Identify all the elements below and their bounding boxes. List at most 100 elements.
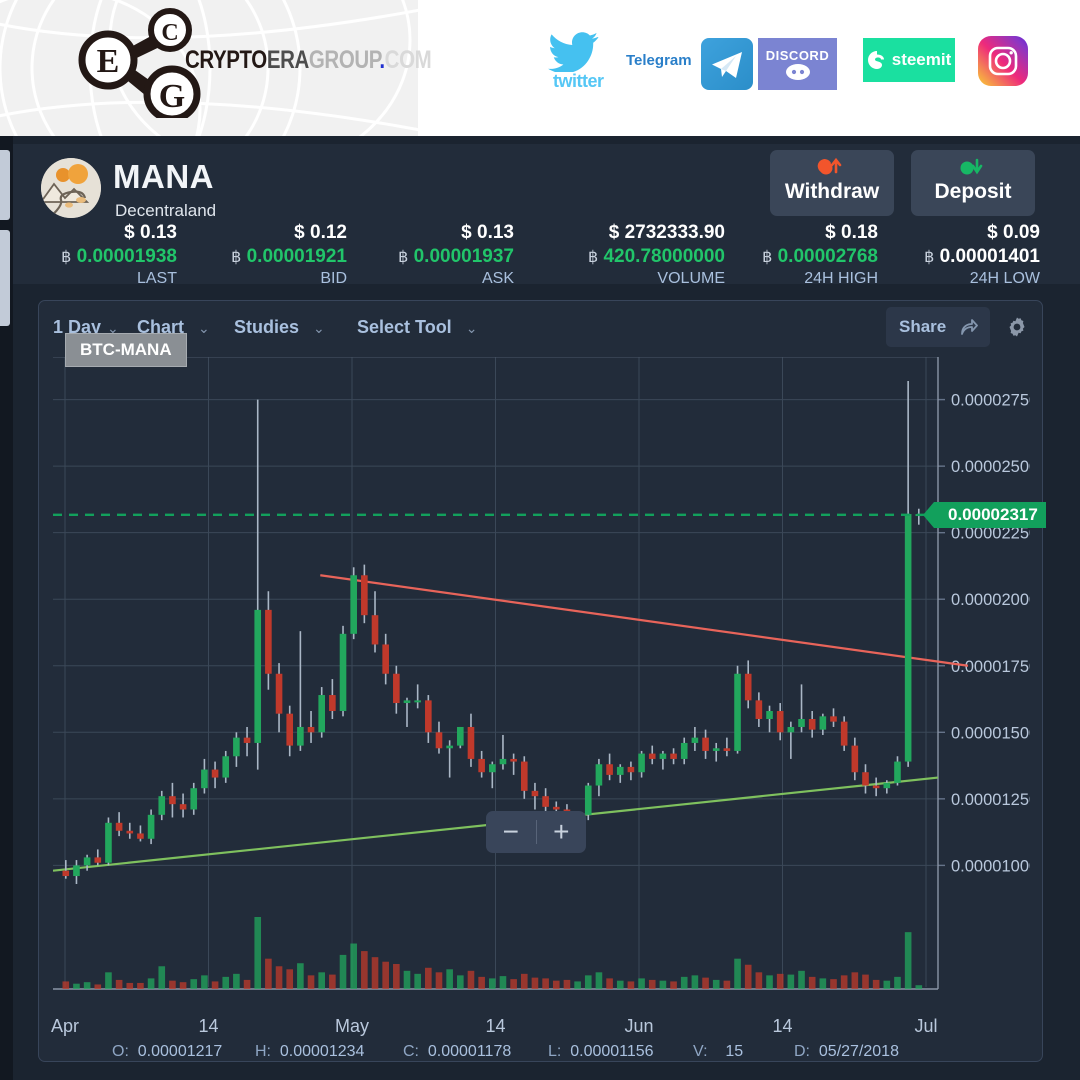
x-axis-tick: May: [334, 1016, 370, 1036]
steemit-glyph-icon: [867, 51, 884, 69]
settings-gear-button[interactable]: [1006, 316, 1028, 338]
zoom-divider: [535, 820, 537, 844]
price-chart[interactable]: 0.00002750 0.00002500 0.00002250 0.00002000…: [53, 357, 1030, 1012]
stat-usd-value: $ 2732333.90: [608, 222, 725, 243]
exchange-app: MANA Decentraland Withdraw Deposit: [0, 136, 1080, 1080]
discord-icon: DISCORD: [758, 38, 837, 90]
rail-toggle-top[interactable]: [0, 150, 10, 220]
share-label: Share: [899, 317, 947, 336]
stat-last: $ 0.13 ฿ 0.00001938 LAST: [13, 222, 177, 288]
chevron-down-icon: ⌄: [465, 320, 478, 336]
stat-btc-value: ฿ 0.00001937: [398, 246, 514, 267]
x-axis-tick: 14: [198, 1016, 219, 1036]
share-button[interactable]: Share: [886, 307, 990, 347]
stat-volume: $ 2732333.90 ฿ 420.78000000 VOLUME: [510, 222, 725, 288]
pair-header: MANA Decentraland Withdraw Deposit: [13, 144, 1080, 287]
chart-toolbar: 1 Day ⌄ Chart ⌄ Studies ⌄ Select Tool ⌄ Shar…: [39, 301, 1042, 357]
stat-label: LAST: [136, 270, 177, 287]
studies-dropdown[interactable]: Studies ⌄: [234, 317, 325, 337]
share-icon: [961, 319, 978, 335]
stat-bid: $ 0.12 ฿ 0.00001921 BID: [183, 222, 347, 288]
btc-symbol-icon: ฿: [231, 249, 242, 266]
svg-text:C: C: [161, 20, 178, 46]
withdraw-button[interactable]: Withdraw: [770, 150, 894, 216]
logo-word-com: COM: [384, 46, 432, 74]
stat-btc-value: ฿ 0.00002768: [762, 246, 878, 267]
stat-btc-value: ฿ 0.00001401: [924, 246, 1040, 267]
stat-24h-high: $ 0.18 ฿ 0.00002768 24H HIGH: [727, 222, 878, 288]
btc-symbol-icon: ฿: [588, 249, 599, 266]
steemit-icon: steemit: [863, 38, 955, 82]
rail-toggle-bottom[interactable]: [0, 230, 10, 326]
svg-text:0.00002750: 0.00002750: [951, 392, 1030, 410]
svg-text:0.00001500: 0.00001500: [951, 724, 1030, 742]
chevron-down-icon: ⌄: [107, 320, 119, 336]
svg-text:G: G: [159, 78, 185, 115]
ohlc-close: C: 0.00001178: [403, 1043, 512, 1060]
btc-symbol-icon: ฿: [762, 249, 773, 266]
stat-usd-value: $ 0.09: [987, 222, 1040, 243]
chart-panel: 1 Day ⌄ Chart ⌄ Studies ⌄ Select Tool ⌄ Shar…: [38, 300, 1046, 1062]
logo-word-era: ERA: [266, 46, 309, 74]
x-axis-tick: Jul: [914, 1016, 938, 1036]
telegram-icon: [701, 38, 753, 90]
select-tool-dropdown[interactable]: Select Tool ⌄: [357, 317, 478, 337]
mana-coin-icon: [41, 158, 101, 218]
logo-wordmark: CRYPTOERAGROUP.COM: [185, 46, 432, 75]
discord-label: DISCORD: [765, 47, 830, 63]
stat-usd-value: $ 0.13: [124, 222, 177, 243]
x-axis-tick: Jun: [624, 1016, 654, 1036]
chevron-down-icon: ⌄: [313, 320, 325, 336]
logo-word-crypto: CRYPTO: [185, 46, 267, 74]
stat-usd-value: $ 0.12: [294, 222, 347, 243]
btc-symbol-icon: ฿: [398, 249, 409, 266]
withdraw-icon: [770, 156, 894, 180]
svg-text:E: E: [97, 43, 120, 80]
banner-globe-graphic: [0, 0, 418, 136]
x-axis-labels: Apr 14 May 14 Jun 14 Jul: [50, 1016, 1030, 1042]
gear-icon: [1009, 317, 1025, 337]
stat-ask: $ 0.13 ฿ 0.00001937 ASK: [350, 222, 514, 288]
telegram-label: Telegram: [626, 52, 692, 69]
ohlc-low: L: 0.00001156: [548, 1043, 654, 1060]
chevron-down-icon: ⌄: [198, 320, 210, 336]
chart-symbol-badge: BTC-MANA: [65, 333, 187, 367]
chart-zoom-controls: − +: [486, 811, 586, 853]
left-rail: [0, 136, 13, 1080]
zoom-out-button[interactable]: −: [502, 816, 519, 847]
zoom-in-button[interactable]: +: [553, 816, 570, 847]
svg-text:0.00002250: 0.00002250: [951, 525, 1030, 543]
ohlc-open: O: 0.00001217: [112, 1043, 223, 1060]
chart-type-dropdown[interactable]: Chart ⌄: [137, 317, 210, 337]
stat-usd-value: $ 0.13: [461, 222, 514, 243]
svg-text:0.00001250: 0.00001250: [951, 791, 1030, 809]
site-logo[interactable]: E C G CRYPTOERAGROUP.COM: [70, 8, 432, 123]
deposit-button[interactable]: Deposit: [911, 150, 1035, 216]
svg-text:0.00001000: 0.00001000: [951, 857, 1030, 875]
social-link-twitter[interactable]: twitter: [548, 30, 628, 91]
stat-usd-value: $ 0.18: [825, 222, 878, 243]
logo-word-dot: .: [379, 46, 385, 74]
ohlc-high: H: 0.00001234: [255, 1043, 365, 1060]
stat-label: BID: [320, 270, 347, 287]
pair-stats: $ 0.13 ฿ 0.00001938 LAST $ 0.12 ฿ 0.0000…: [13, 222, 1080, 287]
logo-nodes-icon: E C G: [78, 8, 201, 123]
deposit-label: Deposit: [934, 180, 1012, 203]
stat-btc-value: ฿ 420.78000000: [588, 246, 725, 267]
steemit-label: steemit: [891, 50, 952, 69]
twitter-label: twitter: [553, 71, 604, 91]
stat-label: ASK: [481, 270, 514, 287]
btc-symbol-icon: ฿: [924, 249, 935, 266]
ohlc-readout: O: 0.00001217 H: 0.00001234 C: 0.0000117…: [39, 1043, 1042, 1071]
instagram-icon: [978, 36, 1028, 86]
deposit-icon: [911, 156, 1035, 180]
x-axis-tick: 14: [485, 1016, 506, 1036]
ohlc-volume: V: 15: [693, 1043, 744, 1060]
svg-text:0.00002000: 0.00002000: [951, 591, 1030, 609]
interval-dropdown[interactable]: 1 Day ⌄: [53, 317, 119, 337]
btc-symbol-icon: ฿: [61, 249, 72, 266]
x-axis-tick: Apr: [50, 1016, 80, 1036]
svg-text:0.00002500: 0.00002500: [951, 458, 1030, 476]
stat-label: 24H HIGH: [804, 270, 878, 287]
logo-word-group: GROUP: [308, 46, 380, 74]
